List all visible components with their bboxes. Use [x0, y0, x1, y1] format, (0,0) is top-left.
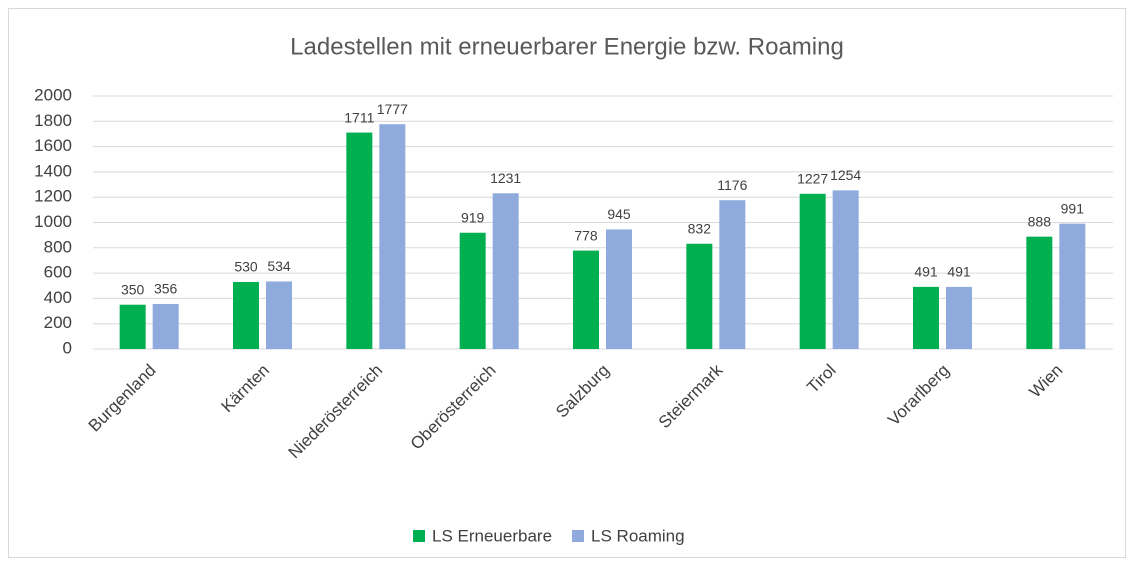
y-tick-label: 200	[44, 313, 72, 332]
bar	[266, 281, 292, 349]
value-label: 832	[688, 220, 712, 236]
bar	[119, 304, 146, 349]
chart-border	[8, 8, 1126, 558]
bar	[152, 303, 179, 349]
bar	[913, 286, 939, 349]
bar	[799, 193, 826, 349]
value-label: 888	[1028, 213, 1052, 229]
legend-swatch	[572, 530, 585, 542]
bar	[832, 190, 859, 349]
bar	[719, 200, 746, 349]
bar	[946, 286, 972, 349]
value-label: 919	[461, 209, 485, 225]
y-tick-label: 2000	[34, 85, 72, 104]
value-label: 1227	[797, 170, 828, 186]
bar	[1026, 236, 1053, 349]
y-tick-label: 1000	[34, 212, 72, 231]
y-tick-label: 0	[63, 338, 72, 357]
bar	[233, 281, 259, 349]
value-label: 991	[1061, 200, 1085, 216]
value-label: 1231	[490, 170, 521, 186]
value-label: 491	[947, 264, 971, 280]
legend-label: LS Roaming	[591, 526, 685, 545]
bar	[379, 124, 406, 349]
bar	[492, 193, 519, 349]
value-label: 356	[154, 281, 178, 297]
value-label: 1176	[717, 177, 747, 193]
value-label: 1254	[830, 167, 861, 183]
y-tick-label: 1400	[34, 161, 72, 180]
legend-swatch	[413, 530, 425, 542]
chart-title: Ladestellen mit erneuerbarer Energie bzw…	[290, 33, 844, 60]
bar	[686, 243, 713, 349]
value-label: 350	[121, 281, 145, 297]
y-tick-label: 1800	[34, 111, 72, 130]
y-tick-label: 400	[44, 288, 72, 307]
y-tick-label: 800	[44, 237, 72, 256]
bar	[1059, 223, 1086, 349]
value-label: 778	[574, 227, 598, 243]
bar	[346, 132, 373, 349]
bar	[606, 229, 632, 349]
y-tick-label: 1200	[34, 187, 72, 206]
value-label: 945	[607, 206, 631, 222]
value-label: 1777	[377, 101, 408, 117]
value-label: 491	[914, 264, 938, 280]
y-tick-label: 1600	[34, 136, 72, 155]
value-label: 1711	[344, 109, 374, 125]
value-label: 534	[267, 258, 291, 274]
y-tick-label: 600	[44, 263, 72, 282]
bar	[459, 232, 486, 349]
legend-label: LS Erneuerbare	[432, 526, 552, 545]
value-label: 530	[234, 259, 258, 275]
bar	[573, 250, 599, 349]
